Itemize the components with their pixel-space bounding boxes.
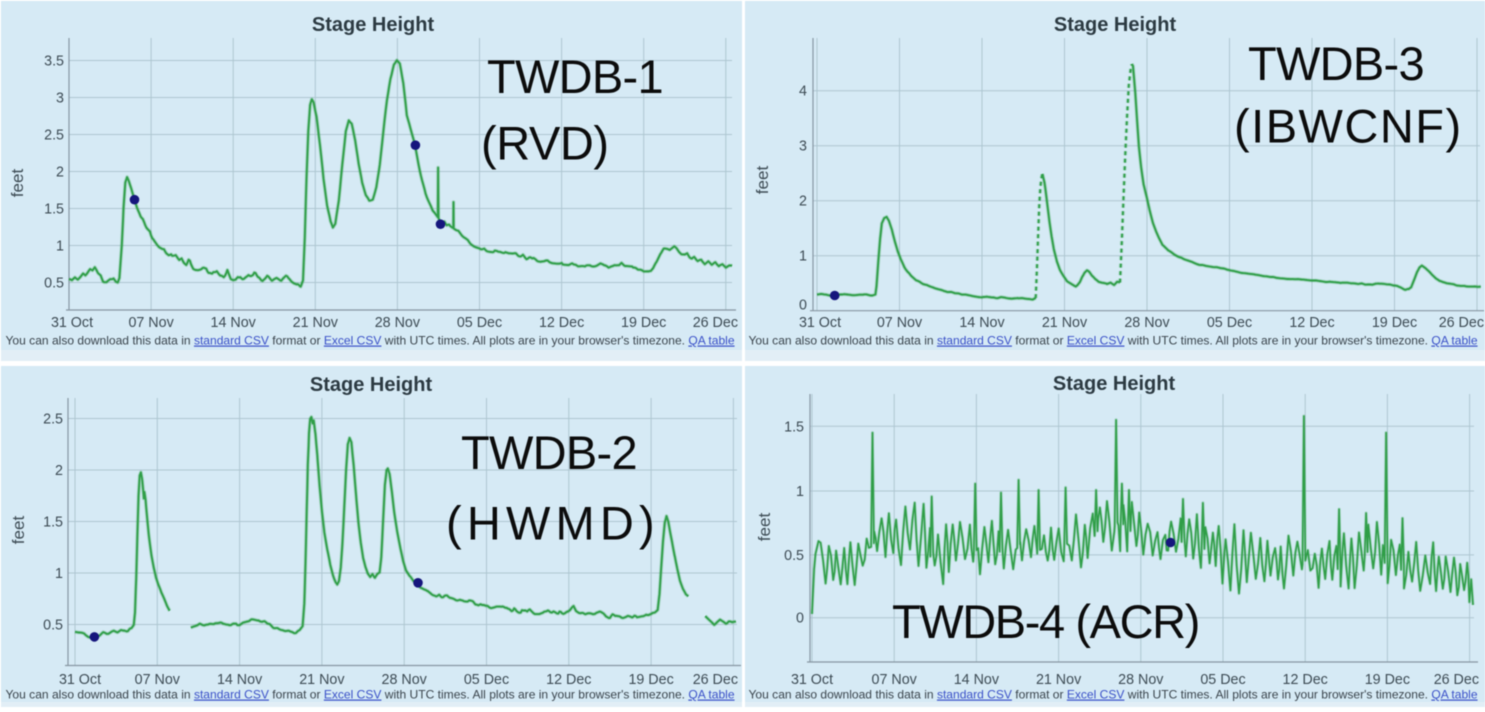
svg-text:12 Dec: 12 Dec (1289, 315, 1334, 331)
svg-text:0.5: 0.5 (44, 276, 64, 292)
svg-text:1: 1 (799, 249, 807, 265)
svg-text:You can also download this dat: You can also download this data in stand… (6, 688, 735, 702)
svg-text:05 Dec: 05 Dec (464, 672, 509, 688)
svg-text:28 Nov: 28 Nov (1124, 315, 1170, 331)
svg-text:feet: feet (9, 516, 28, 545)
svg-text:Stage Height: Stage Height (312, 14, 435, 36)
svg-text:26 Dec: 26 Dec (1434, 672, 1479, 688)
svg-text:12 Dec: 12 Dec (1283, 672, 1328, 688)
svg-text:26 Dec: 26 Dec (693, 672, 738, 688)
svg-text:1: 1 (55, 566, 63, 582)
svg-text:3: 3 (56, 91, 64, 107)
svg-text:14 Nov: 14 Nov (217, 672, 263, 688)
svg-text:19 Dec: 19 Dec (621, 315, 666, 331)
svg-text:TWDB-1: TWDB-1 (487, 50, 663, 103)
svg-text:0: 0 (796, 611, 804, 627)
svg-text:05 Dec: 05 Dec (457, 315, 502, 331)
svg-text:12 Dec: 12 Dec (546, 672, 591, 688)
svg-text:21 Nov: 21 Nov (1042, 315, 1088, 331)
svg-text:feet: feet (755, 513, 774, 542)
svg-text:31 Oct: 31 Oct (59, 672, 101, 688)
svg-text:2: 2 (55, 463, 63, 479)
svg-text:07 Nov: 07 Nov (135, 672, 181, 688)
svg-text:21 Nov: 21 Nov (1036, 672, 1082, 688)
svg-text:31 Oct: 31 Oct (791, 672, 833, 688)
svg-text:Stage Height: Stage Height (310, 374, 433, 396)
svg-text:21 Nov: 21 Nov (299, 672, 345, 688)
svg-text:19 Dec: 19 Dec (628, 672, 673, 688)
svg-text:2: 2 (799, 194, 807, 210)
svg-text:Stage Height: Stage Height (1053, 373, 1176, 395)
svg-text:0.5: 0.5 (784, 548, 804, 564)
svg-text:Stage Height: Stage Height (1054, 14, 1177, 36)
svg-text:1.5: 1.5 (44, 202, 64, 218)
svg-text:14 Nov: 14 Nov (959, 315, 1005, 331)
svg-text:(RVD): (RVD) (481, 117, 609, 170)
svg-text:TWDB-4 (ACR): TWDB-4 (ACR) (892, 595, 1199, 648)
svg-text:2.5: 2.5 (44, 128, 64, 144)
svg-text:05 Dec: 05 Dec (1207, 315, 1252, 331)
svg-text:You can also download this dat: You can also download this data in stand… (749, 688, 1478, 702)
svg-text:1: 1 (796, 484, 804, 500)
svg-text:07 Nov: 07 Nov (128, 315, 174, 331)
svg-text:19 Dec: 19 Dec (1365, 672, 1410, 688)
svg-text:feet: feet (753, 166, 772, 195)
svg-text:26 Dec: 26 Dec (693, 315, 738, 331)
svg-text:28 Nov: 28 Nov (1118, 672, 1164, 688)
svg-text:21 Nov: 21 Nov (293, 315, 339, 331)
svg-text:2: 2 (56, 165, 64, 181)
svg-text:05 Dec: 05 Dec (1200, 672, 1245, 688)
svg-text:4: 4 (799, 84, 807, 100)
svg-text:(HWMD): (HWMD) (446, 497, 660, 550)
svg-text:You can also download this dat: You can also download this data in stand… (6, 334, 735, 348)
svg-text:07 Nov: 07 Nov (877, 315, 923, 331)
svg-text:07 Nov: 07 Nov (872, 672, 918, 688)
svg-text:1.5: 1.5 (43, 515, 63, 531)
svg-text:14 Nov: 14 Nov (954, 672, 1000, 688)
svg-text:28 Nov: 28 Nov (375, 315, 421, 331)
svg-text:31 Oct: 31 Oct (799, 315, 841, 331)
svg-text:12 Dec: 12 Dec (539, 315, 584, 331)
svg-text:3.5: 3.5 (44, 54, 64, 70)
svg-text:feet: feet (8, 169, 27, 198)
svg-text:14 Nov: 14 Nov (211, 315, 257, 331)
svg-text:1.5: 1.5 (784, 419, 804, 435)
svg-text:19 Dec: 19 Dec (1372, 315, 1417, 331)
svg-text:0.5: 0.5 (43, 618, 63, 634)
svg-text:2.5: 2.5 (43, 412, 63, 428)
svg-text:28 Nov: 28 Nov (382, 672, 428, 688)
svg-text:(IBWCNF): (IBWCNF) (1234, 100, 1463, 153)
svg-text:TWDB-3: TWDB-3 (1248, 37, 1424, 90)
svg-text:0: 0 (799, 298, 807, 314)
svg-text:31 Oct: 31 Oct (51, 315, 93, 331)
svg-text:3: 3 (799, 139, 807, 155)
svg-text:26 Dec: 26 Dec (1439, 315, 1484, 331)
svg-text:1: 1 (56, 239, 64, 255)
svg-text:TWDB-2: TWDB-2 (461, 426, 637, 479)
svg-text:You can also download this dat: You can also download this data in stand… (749, 334, 1478, 348)
